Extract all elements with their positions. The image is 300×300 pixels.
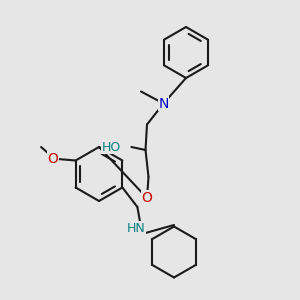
Text: O: O	[48, 152, 58, 166]
Text: O: O	[142, 191, 152, 205]
Text: N: N	[158, 97, 169, 110]
Text: HN: HN	[127, 221, 145, 235]
Text: HO: HO	[102, 140, 121, 154]
